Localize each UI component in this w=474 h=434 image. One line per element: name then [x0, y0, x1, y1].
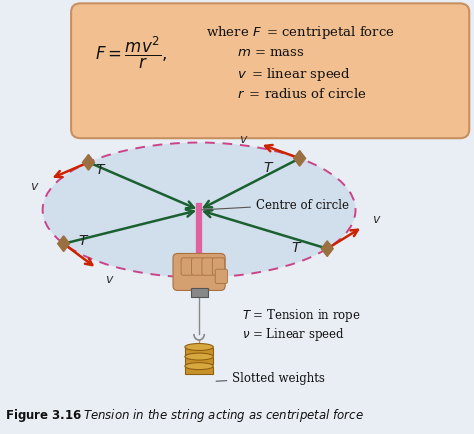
Text: $F = \dfrac{mv^2}{r},$: $F = \dfrac{mv^2}{r},$	[95, 35, 167, 71]
FancyBboxPatch shape	[212, 258, 225, 276]
FancyBboxPatch shape	[191, 258, 204, 276]
Ellipse shape	[185, 353, 213, 360]
Text: $v$: $v$	[30, 180, 39, 193]
Text: $\it{Tension\ in\ the\ string\ acting\ as\ centripetal\ force}$: $\it{Tension\ in\ the\ string\ acting\ a…	[83, 406, 364, 423]
Polygon shape	[321, 241, 333, 257]
Text: $T$: $T$	[95, 162, 107, 176]
Polygon shape	[294, 151, 306, 167]
Text: Centre of circle: Centre of circle	[202, 198, 349, 211]
Text: $m$ = mass: $m$ = mass	[237, 46, 305, 59]
Text: $T$: $T$	[263, 161, 274, 174]
FancyBboxPatch shape	[181, 258, 193, 276]
FancyBboxPatch shape	[173, 254, 225, 291]
Text: $v\,$ = linear speed: $v\,$ = linear speed	[237, 66, 351, 83]
Text: $\mathbf{Figure\ 3.16}$: $\mathbf{Figure\ 3.16}$	[5, 406, 82, 423]
Text: $v$: $v$	[105, 272, 115, 285]
Polygon shape	[82, 155, 94, 171]
Text: $T$: $T$	[291, 240, 302, 254]
Text: $T$: $T$	[78, 233, 90, 247]
Bar	[185, 348, 213, 355]
Text: where $F\,$ = centripetal force: where $F\,$ = centripetal force	[206, 24, 395, 41]
Text: $v$: $v$	[239, 132, 249, 145]
Text: $v$: $v$	[372, 212, 382, 225]
Ellipse shape	[185, 363, 213, 370]
Bar	[185, 358, 213, 365]
FancyBboxPatch shape	[202, 258, 214, 276]
Polygon shape	[58, 236, 70, 252]
Text: $T$ = Tension in rope: $T$ = Tension in rope	[242, 306, 360, 323]
Bar	[191, 288, 208, 298]
Text: $\nu$ = Linear speed: $\nu$ = Linear speed	[242, 326, 345, 342]
FancyBboxPatch shape	[71, 4, 469, 139]
Bar	[185, 367, 213, 374]
Text: $r\,$ = radius of circle: $r\,$ = radius of circle	[237, 87, 366, 101]
Text: Slotted weights: Slotted weights	[216, 372, 325, 385]
Ellipse shape	[43, 143, 356, 278]
Ellipse shape	[185, 344, 213, 351]
FancyBboxPatch shape	[215, 270, 228, 284]
